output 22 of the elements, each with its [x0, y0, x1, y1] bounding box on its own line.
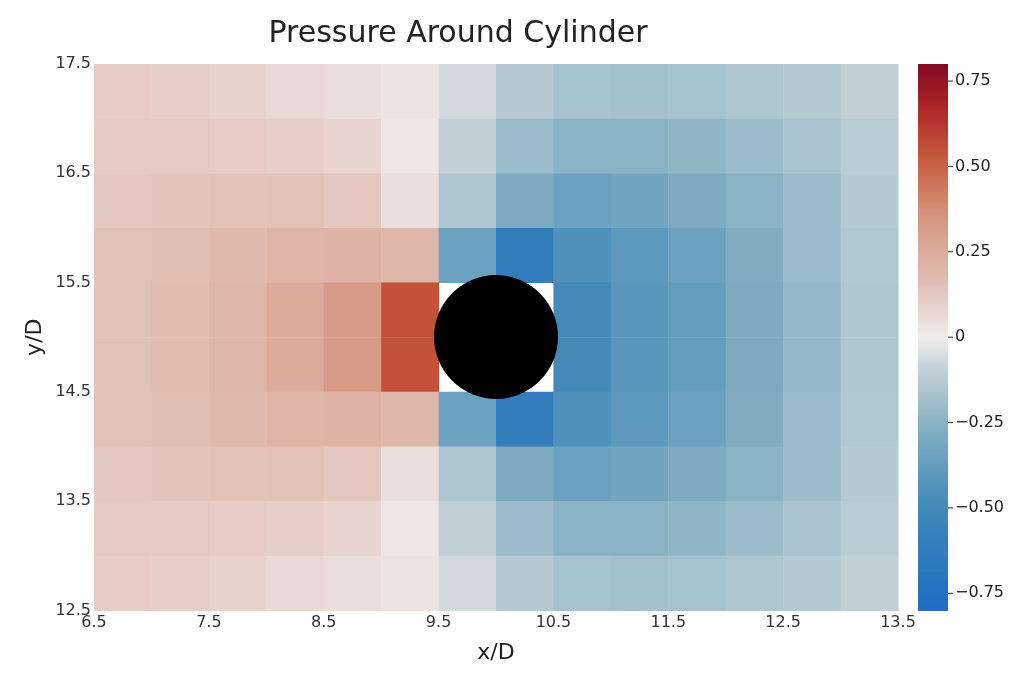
y-tick-label: 15.5: [55, 271, 92, 291]
color-bar-label: 0: [955, 326, 966, 346]
color-bar-label: 0.75: [955, 70, 991, 90]
y-axis-title: y/D: [20, 318, 46, 356]
x-tick-label: 8.5: [311, 612, 337, 632]
x-tick-label: 12.5: [765, 612, 801, 632]
x-tick-label: 10.5: [535, 612, 572, 632]
x-tick-label: 11.5: [650, 612, 687, 632]
y-tick-label: 14.5: [55, 381, 92, 400]
color-bar-label: 0.50: [955, 155, 991, 175]
x-axis-title: x/D: [477, 638, 515, 664]
y-tick-label: 17.5: [55, 53, 92, 73]
color-bar-label: −0.25: [955, 411, 1005, 431]
y-tick-label: 13.5: [55, 490, 92, 510]
chart-title: Pressure Around Cylinder: [268, 13, 649, 49]
x-tick-label: 13.5: [880, 612, 916, 632]
color-bar-label: 0.25: [955, 240, 991, 260]
color-bar-label: −0.75: [955, 582, 1005, 602]
x-tick-label: 9.5: [425, 612, 452, 632]
x-tick-label: 7.5: [196, 612, 222, 632]
y-tick-label: 16.5: [55, 162, 92, 182]
color-bar-label: −0.50: [955, 497, 1005, 517]
